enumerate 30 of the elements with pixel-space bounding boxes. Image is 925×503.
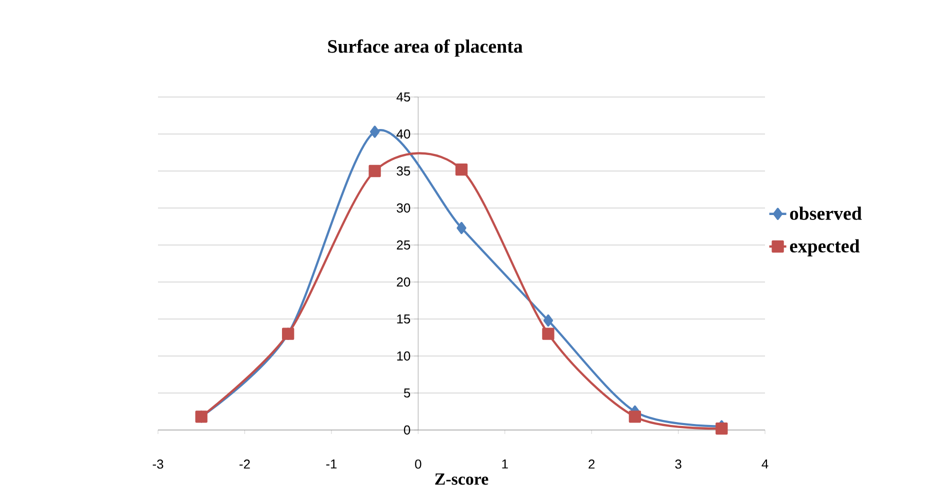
legend-label: observed <box>790 206 862 220</box>
y-tick-label: 10 <box>397 351 410 361</box>
x-axis-title: Z-score <box>435 474 488 485</box>
point <box>456 222 466 234</box>
y-tick-label: 20 <box>396 277 410 287</box>
y-tick-label: 0 <box>404 425 410 435</box>
point <box>716 422 728 435</box>
legend-label: expected <box>790 239 860 256</box>
point <box>628 410 642 423</box>
y-tick-label: 15 <box>397 314 410 324</box>
y-tick-label: 40 <box>396 129 410 139</box>
y-tick-label: 35 <box>396 166 410 176</box>
x-tick-label: -2 <box>240 460 250 469</box>
x-tick-label: -1 <box>326 460 337 468</box>
point <box>543 314 554 327</box>
x-tick-label: -3 <box>152 460 164 469</box>
y-tick-label: 5 <box>404 388 410 398</box>
point <box>455 163 468 176</box>
chart-title: Surface area of placenta <box>328 39 523 57</box>
point <box>542 328 554 340</box>
y-tick-label: 30 <box>396 203 410 213</box>
y-tick-label: 25 <box>396 240 410 250</box>
x-tick-label: 4 <box>762 460 768 468</box>
point <box>370 126 380 138</box>
x-tick-label: 2 <box>588 460 595 469</box>
y-tick-label: 45 <box>396 92 410 102</box>
x-tick-label: 0 <box>415 460 422 469</box>
point <box>368 164 381 178</box>
x-tick-label: 1 <box>502 460 508 468</box>
x-tick-label: 3 <box>675 460 682 469</box>
